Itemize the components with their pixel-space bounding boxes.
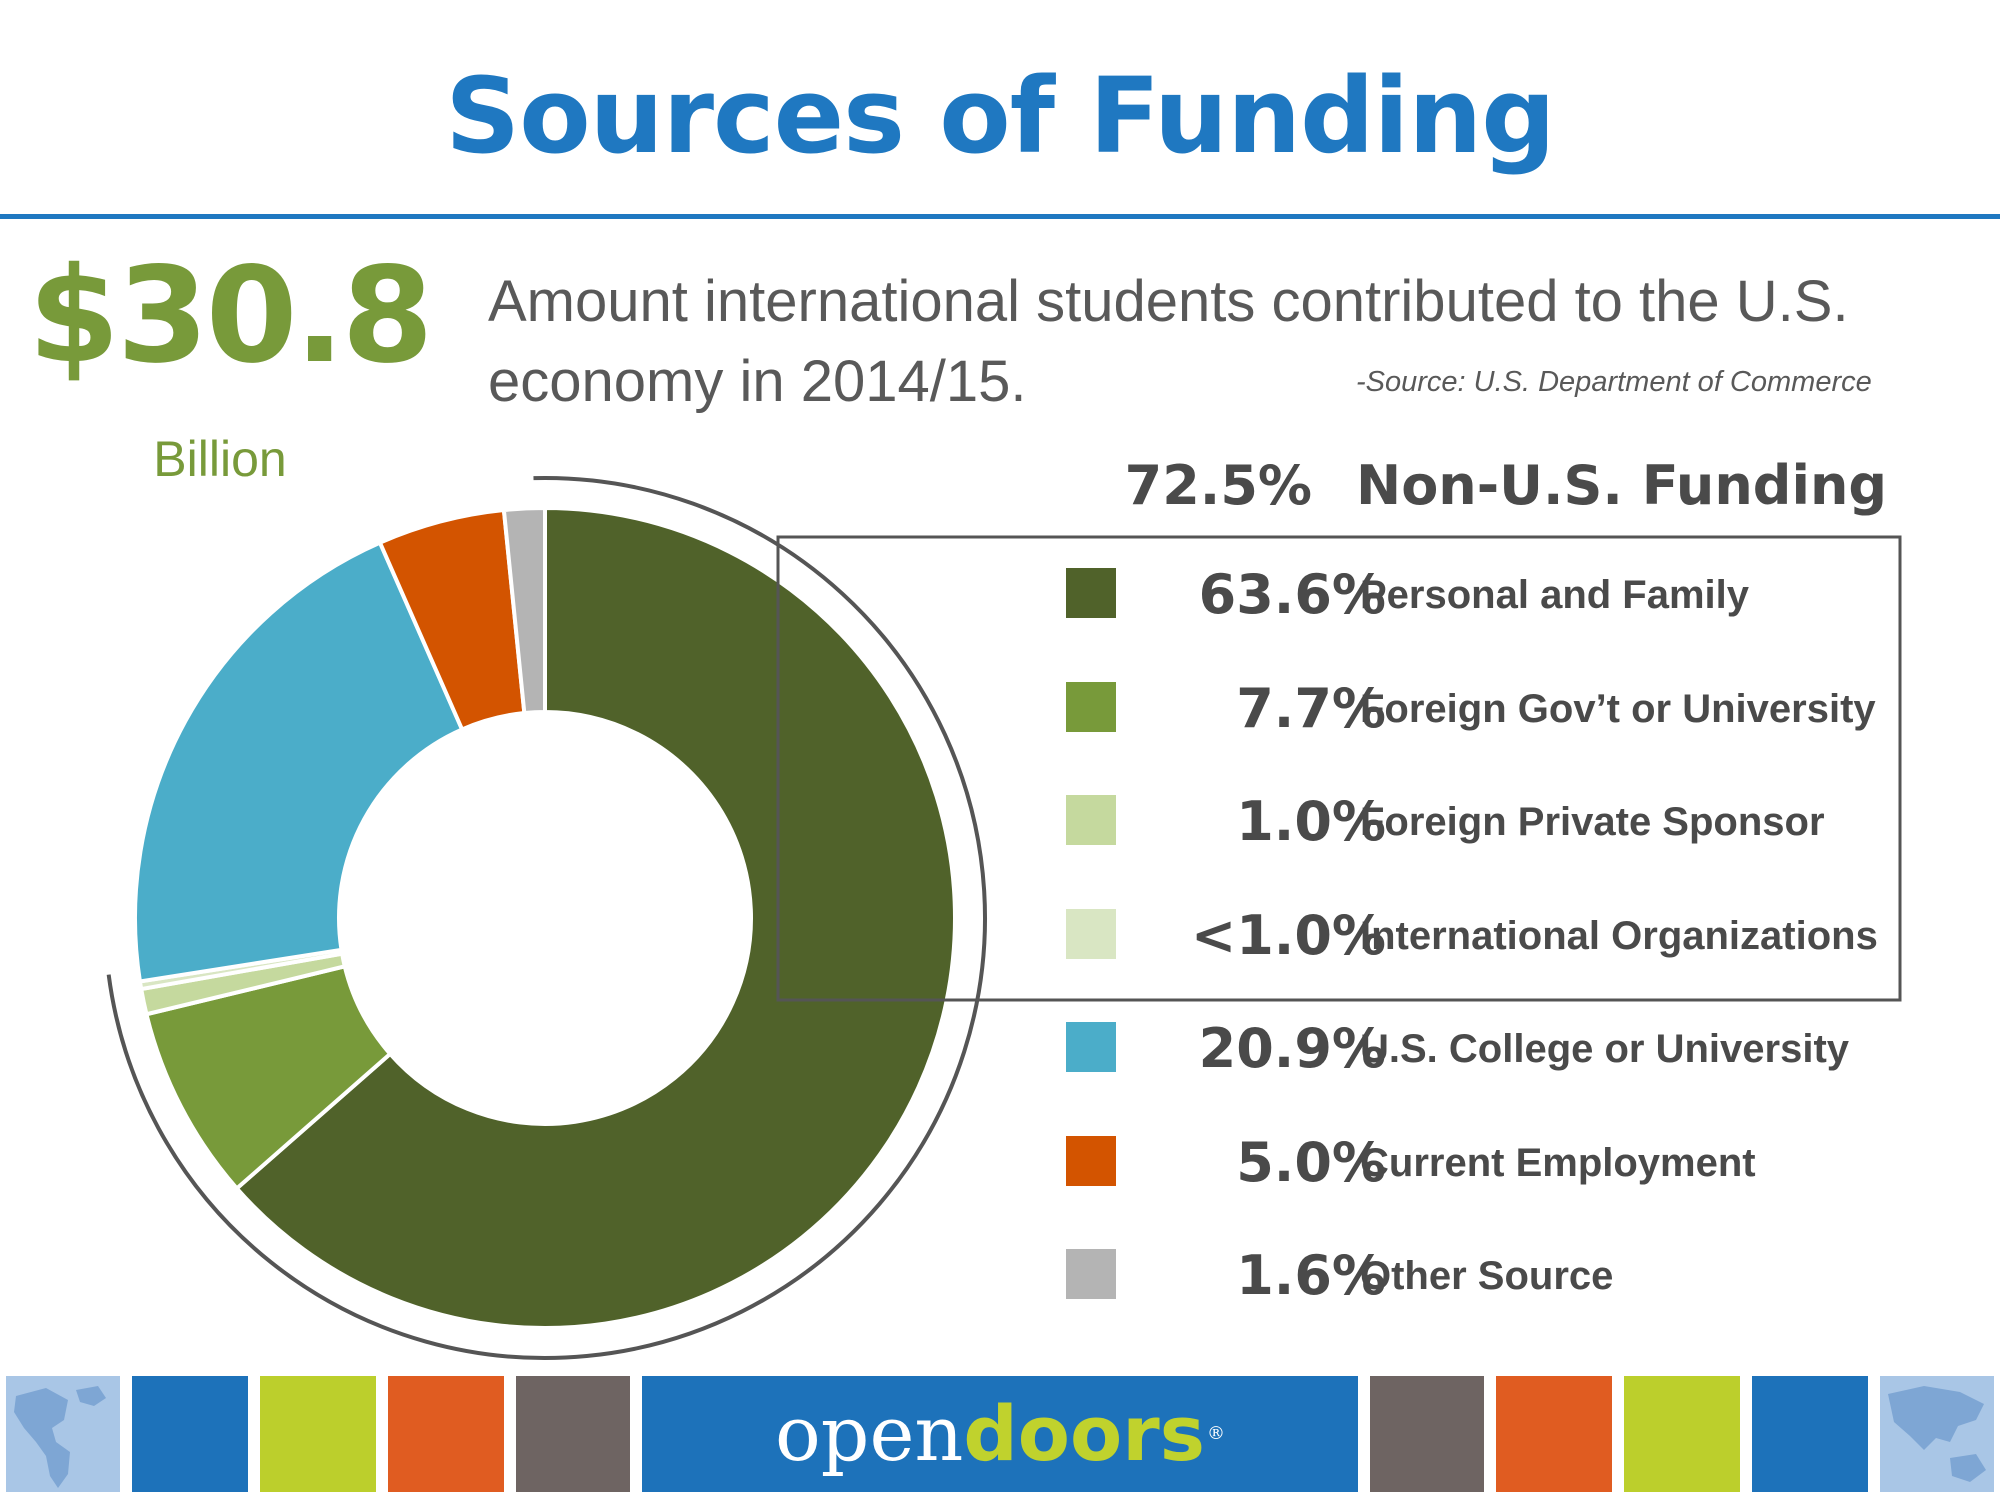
legend-row: 5.0% Current Employment (1066, 1130, 1966, 1196)
non-us-funding-value: 72.5% (1124, 454, 1312, 517)
headline-amount: $30.8 (28, 239, 434, 393)
non-us-group-box (776, 535, 1902, 1002)
opendoors-logo: open doors ® (642, 1376, 1358, 1492)
legend-value: 1.6% (1236, 1244, 1386, 1307)
legend-label: Personal and Family (1360, 573, 1750, 617)
legend-value: 1.0% (1236, 790, 1386, 853)
legend-label: U.S. College or University (1360, 1027, 1850, 1071)
non-us-group-bracket (106, 476, 987, 1360)
footer-tile-gray-2 (1370, 1376, 1484, 1492)
footer-tile-gray-1 (516, 1376, 630, 1492)
legend-value: <1.0% (1190, 903, 1386, 967)
donut-slice-5 (133, 540, 465, 984)
source-citation: -Source: U.S. Department of Commerce (1356, 366, 1872, 398)
legend-label: Current Employment (1360, 1140, 1756, 1185)
donut-slice-1 (234, 505, 957, 1330)
footer-tile-green-2 (1624, 1376, 1740, 1492)
headline-description: Amount international students contribute… (488, 269, 1849, 414)
footer-tile-green-1 (260, 1376, 376, 1492)
legend-swatch (1066, 795, 1116, 845)
legend-label: Foreign Private Sponsor (1360, 800, 1825, 844)
non-us-funding-header: 72.5% Non-U.S. Funding (1100, 456, 2000, 516)
world-map-asia-tile (1880, 1376, 1994, 1492)
page-title: Sources of Funding (445, 55, 1555, 177)
donut-slice-7 (501, 505, 547, 716)
legend-row: 63.6% Personal and Family (1066, 563, 1966, 628)
logo-doors-text: doors (963, 1389, 1205, 1478)
legend-swatch (1066, 681, 1116, 732)
footer-banner: open doors ® (0, 1376, 2000, 1492)
legend-value: 20.9% (1198, 1017, 1386, 1080)
legend-value: 5.0% (1236, 1130, 1386, 1194)
legend-swatch (1066, 1135, 1116, 1186)
legend-value: 63.6% (1198, 563, 1386, 626)
footer-tile-orange-2 (1496, 1376, 1612, 1492)
title-divider (0, 214, 2000, 219)
legend-row: <1.0% International Organizations (1066, 903, 1966, 969)
legend-swatch (1066, 1249, 1116, 1299)
logo-registered-mark: ® (1206, 1423, 1225, 1444)
legend-label: Other Source (1360, 1254, 1614, 1298)
non-us-funding-label: Non-U.S. Funding (1356, 454, 1888, 517)
legend-value: 7.7% (1236, 676, 1386, 740)
footer-tile-orange-1 (388, 1376, 504, 1492)
legend-row: 7.7% Foreign Gov’t or University (1066, 676, 1966, 742)
legend-row: 1.6% Other Source (1066, 1244, 1966, 1309)
headline-unit: Billion (153, 431, 287, 487)
legend-swatch (1066, 1022, 1116, 1072)
asia-map-icon (1888, 1386, 1986, 1482)
legend-row: 1.0% Foreign Private Sponsor (1066, 790, 1966, 855)
legend-label: Foreign Gov’t or University (1360, 686, 1876, 731)
legend-swatch (1066, 908, 1116, 959)
legend-row: 20.9% U.S. College or University (1066, 1017, 1966, 1082)
legend-swatch (1066, 568, 1116, 618)
logo-open-text: open (775, 1389, 964, 1478)
footer-tile-blue-2 (1752, 1376, 1868, 1492)
world-map-americas-tile (6, 1376, 120, 1492)
legend-label: International Organizations (1360, 913, 1878, 958)
americas-map-icon (14, 1386, 106, 1488)
footer-tile-blue-1 (132, 1376, 248, 1492)
